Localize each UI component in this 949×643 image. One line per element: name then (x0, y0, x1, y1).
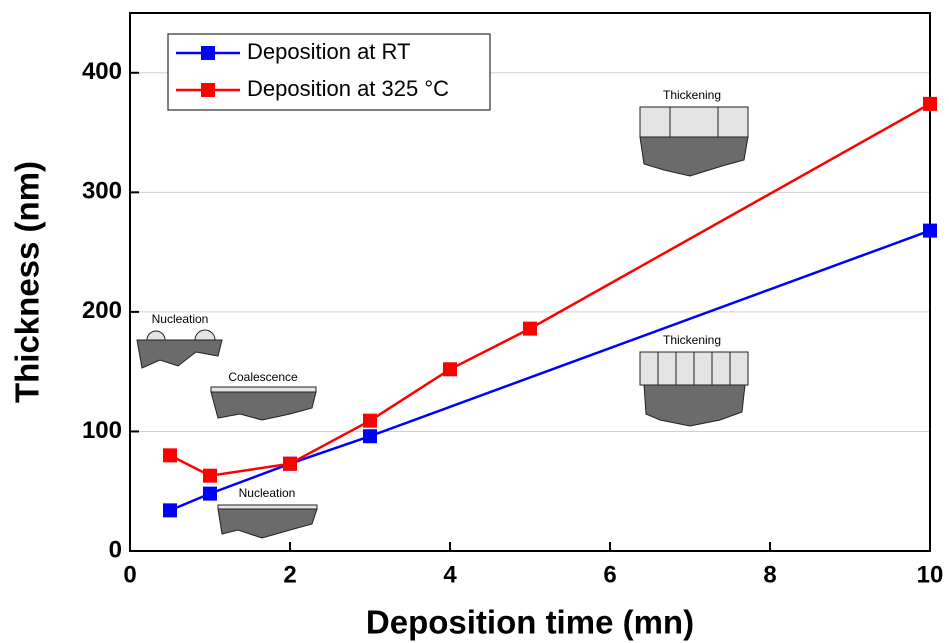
point (443, 362, 457, 377)
x-tick-label: 0 (123, 561, 136, 588)
annotation: Coalescence (228, 370, 298, 384)
annotation: Nucleation (239, 486, 296, 500)
series-line (169, 102, 931, 477)
point (923, 96, 937, 111)
y-tick-label: 400 (82, 58, 122, 85)
point (923, 223, 937, 238)
legend-label: Deposition at 325 °C (247, 76, 449, 101)
legend-marker (201, 83, 215, 97)
x-tick-label: 4 (443, 561, 457, 588)
x-tick-label: 10 (917, 561, 944, 588)
point (203, 468, 217, 483)
point (163, 503, 177, 518)
point (363, 429, 377, 444)
legend-marker (201, 46, 215, 60)
y-tick-label: 0 (109, 536, 122, 563)
y-axis-label: Thickness (nm) (9, 161, 46, 403)
point (283, 456, 297, 471)
y-tick-label: 200 (82, 297, 122, 324)
x-axis-label: Deposition time (mn) (366, 604, 694, 641)
x-tick-label: 6 (603, 561, 616, 588)
legend-box (167, 33, 491, 111)
point (363, 413, 377, 428)
legend-label: Deposition at RT (247, 39, 410, 64)
y-tick-label: 300 (82, 178, 122, 205)
illustrations (136, 106, 749, 539)
annotation: Thickening (663, 333, 721, 347)
point (203, 486, 217, 501)
point (523, 321, 537, 336)
annotation: Thickening (663, 88, 721, 102)
x-tick-label: 8 (763, 561, 776, 588)
point (163, 448, 177, 463)
annotation: Nucleation (152, 312, 209, 326)
x-tick-label: 2 (283, 561, 296, 588)
plot-frame (129, 12, 931, 552)
y-tick-label: 100 (82, 417, 122, 444)
